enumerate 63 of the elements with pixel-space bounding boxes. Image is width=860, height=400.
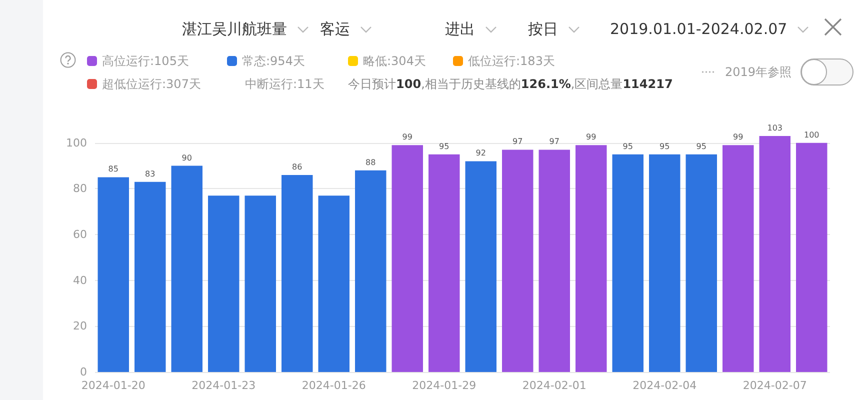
text: 2019年参照 [725,65,792,79]
x-tick-label: 2024-02-01 [522,379,586,392]
x-tick-label: 2024-01-20 [81,379,146,392]
data-label: 86 [292,162,302,172]
text: 2019.01.01-2024.02.07 [610,20,788,38]
data-label: 88 [366,158,376,167]
text: 按日 [528,20,558,38]
bar [355,170,386,372]
bar [649,154,680,372]
text: 客运 [320,20,350,38]
text: 中断运行:11天 [245,77,324,91]
data-label: 90 [182,153,192,162]
legend-label: 低位运行:183天 [468,54,555,68]
x-tick-label: 2024-01-29 [412,379,476,392]
bar [759,136,790,372]
bar [612,154,644,372]
data-label: 95 [439,142,450,151]
bar [208,196,240,372]
y-tick-label: 40 [73,274,87,287]
data-label: 83 [145,169,156,178]
bar [576,145,607,372]
x-tick-label: 2024-02-07 [742,379,807,392]
y-tick-label: 60 [73,228,87,242]
bar [686,154,717,372]
data-label: 97 [549,137,560,146]
legend-label: 高位运行:105天 [102,54,189,68]
data-label: 97 [512,137,523,146]
bar [171,166,202,372]
bar [502,150,534,372]
data-label: 95 [660,142,670,151]
x-tick-label: 2024-01-23 [192,379,256,392]
data-label: 99 [586,132,596,142]
bar [98,177,129,372]
bar [392,145,423,372]
data-label: 85 [108,164,118,174]
bar [465,161,496,372]
data-label: 100 [804,130,820,140]
data-label: 103 [767,124,783,132]
data-label: 95 [622,142,633,151]
bar [134,182,166,372]
bar [796,142,828,372]
y-tick-label: 100 [66,136,87,150]
y-tick-label: 0 [80,366,87,378]
bar [282,174,313,372]
bar [318,196,350,372]
chart-title: 湛江吴川航班量 [182,20,287,38]
bar [538,150,570,372]
data-label: 99 [733,132,744,142]
bar [244,196,276,372]
bar [428,154,460,372]
x-tick-label: 2024-02-04 [632,379,697,392]
x-tick-label: 2024-01-26 [302,379,366,392]
legend-label: 略低:304天 [363,54,426,68]
legend-label: 超低位运行:307天 [102,77,201,91]
y-tick-label: 20 [73,320,87,333]
legend-label: 常态:954天 [242,54,305,68]
data-label: 95 [696,142,706,151]
text: 进出 [445,20,475,38]
text: 今日预计100,相当于历史基线的126.1%,区间总量114217 [348,77,673,91]
y-tick-label: 80 [73,182,87,196]
data-label: 92 [476,148,486,158]
data-label: 99 [402,132,412,142]
bar [722,145,754,372]
